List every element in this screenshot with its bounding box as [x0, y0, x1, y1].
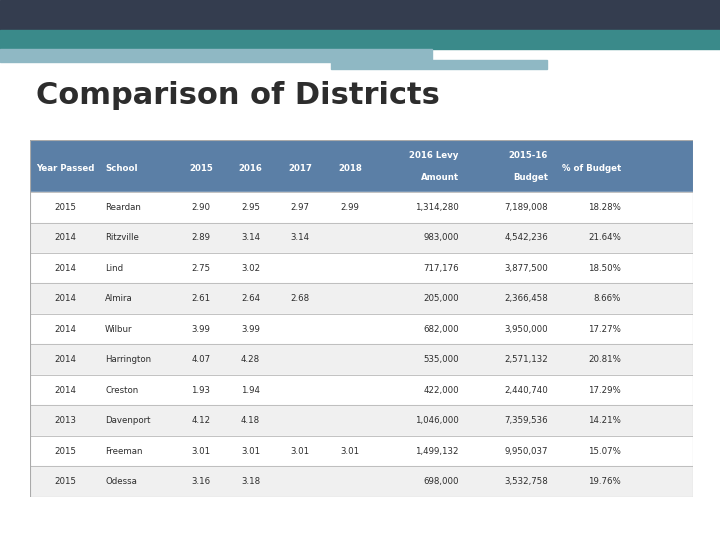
Text: Ritzville: Ritzville — [105, 233, 139, 242]
Text: 717,176: 717,176 — [423, 264, 459, 273]
Text: 2.75: 2.75 — [192, 264, 210, 273]
Text: 2016 Levy: 2016 Levy — [410, 151, 459, 160]
Text: 3,950,000: 3,950,000 — [505, 325, 548, 334]
Text: 1,314,280: 1,314,280 — [415, 203, 459, 212]
Bar — [30, 284, 693, 314]
Text: 2014: 2014 — [54, 294, 76, 303]
Text: Year Passed: Year Passed — [36, 164, 94, 173]
Text: 17.29%: 17.29% — [588, 386, 621, 395]
Text: 3,532,758: 3,532,758 — [505, 477, 548, 486]
Text: 1.93: 1.93 — [192, 386, 210, 395]
Text: 2.97: 2.97 — [291, 203, 310, 212]
Text: 2018: 2018 — [338, 164, 361, 173]
Text: 18.28%: 18.28% — [588, 203, 621, 212]
Text: 3.01: 3.01 — [341, 447, 359, 456]
Text: 4.28: 4.28 — [241, 355, 260, 364]
Text: 2015-16: 2015-16 — [509, 151, 548, 160]
Text: 205,000: 205,000 — [423, 294, 459, 303]
Text: 21.64%: 21.64% — [588, 233, 621, 242]
Text: 2015: 2015 — [54, 477, 76, 486]
Text: 4.07: 4.07 — [192, 355, 210, 364]
Text: Davenport: Davenport — [105, 416, 150, 425]
Bar — [30, 222, 693, 253]
Text: Creston: Creston — [105, 386, 138, 395]
Text: 2016: 2016 — [238, 164, 262, 173]
Bar — [30, 467, 693, 497]
Bar — [30, 192, 693, 222]
Text: 4,542,236: 4,542,236 — [505, 233, 548, 242]
Text: 7,189,008: 7,189,008 — [505, 203, 548, 212]
Text: 2.90: 2.90 — [192, 203, 210, 212]
Text: 3.14: 3.14 — [241, 233, 260, 242]
Text: Budget: Budget — [513, 173, 548, 182]
Bar — [30, 375, 693, 406]
Text: 2.68: 2.68 — [291, 294, 310, 303]
Text: 4.18: 4.18 — [241, 416, 260, 425]
Bar — [30, 140, 693, 192]
Bar — [30, 436, 693, 467]
Text: Amount: Amount — [420, 173, 459, 182]
Text: 983,000: 983,000 — [423, 233, 459, 242]
Bar — [30, 253, 693, 284]
Text: 2,571,132: 2,571,132 — [505, 355, 548, 364]
Text: 3.99: 3.99 — [241, 325, 260, 334]
Text: 2014: 2014 — [54, 264, 76, 273]
Bar — [30, 345, 693, 375]
Text: 3,877,500: 3,877,500 — [505, 264, 548, 273]
Text: 3.99: 3.99 — [192, 325, 210, 334]
Bar — [30, 406, 693, 436]
Text: 3.01: 3.01 — [192, 447, 210, 456]
Text: 2014: 2014 — [54, 325, 76, 334]
Text: 422,000: 422,000 — [423, 386, 459, 395]
Text: 2014: 2014 — [54, 355, 76, 364]
Text: 2015: 2015 — [54, 447, 76, 456]
Text: 698,000: 698,000 — [423, 477, 459, 486]
Text: 3.16: 3.16 — [192, 477, 210, 486]
Text: % of Budget: % of Budget — [562, 164, 621, 173]
Text: 14.21%: 14.21% — [588, 416, 621, 425]
Text: Reardan: Reardan — [105, 203, 141, 212]
Text: 2,440,740: 2,440,740 — [505, 386, 548, 395]
Text: Harrington: Harrington — [105, 355, 151, 364]
Text: 1,046,000: 1,046,000 — [415, 416, 459, 425]
Text: 2017: 2017 — [288, 164, 312, 173]
Text: 15.07%: 15.07% — [588, 447, 621, 456]
Text: School: School — [105, 164, 138, 173]
Text: 2,366,458: 2,366,458 — [505, 294, 548, 303]
Text: 2014: 2014 — [54, 386, 76, 395]
Text: 1,499,132: 1,499,132 — [415, 447, 459, 456]
Text: 18.50%: 18.50% — [588, 264, 621, 273]
Text: 535,000: 535,000 — [423, 355, 459, 364]
Text: 3.01: 3.01 — [241, 447, 260, 456]
Text: 2.89: 2.89 — [192, 233, 210, 242]
Text: 3.02: 3.02 — [241, 264, 260, 273]
Text: 1.94: 1.94 — [241, 386, 260, 395]
Text: 8.66%: 8.66% — [594, 294, 621, 303]
Text: 2.95: 2.95 — [241, 203, 260, 212]
Text: Comparison of Districts: Comparison of Districts — [36, 81, 440, 110]
Text: 7,359,536: 7,359,536 — [505, 416, 548, 425]
Text: 2.64: 2.64 — [241, 294, 260, 303]
Text: Lind: Lind — [105, 264, 123, 273]
Text: 20.81%: 20.81% — [588, 355, 621, 364]
Text: 17.27%: 17.27% — [588, 325, 621, 334]
Text: 3.14: 3.14 — [291, 233, 310, 242]
Text: Wilbur: Wilbur — [105, 325, 132, 334]
Text: Odessa: Odessa — [105, 477, 137, 486]
Text: 2015: 2015 — [54, 203, 76, 212]
Bar — [30, 314, 693, 345]
Text: Freeman: Freeman — [105, 447, 143, 456]
Text: 9,950,037: 9,950,037 — [505, 447, 548, 456]
Text: 2014: 2014 — [54, 233, 76, 242]
Text: 4.12: 4.12 — [192, 416, 210, 425]
Text: 682,000: 682,000 — [423, 325, 459, 334]
Text: 19.76%: 19.76% — [588, 477, 621, 486]
Text: 3.18: 3.18 — [241, 477, 260, 486]
Text: 2013: 2013 — [54, 416, 76, 425]
Text: 2.99: 2.99 — [341, 203, 359, 212]
Text: Almira: Almira — [105, 294, 133, 303]
Text: 2015: 2015 — [189, 164, 212, 173]
Text: 3.01: 3.01 — [291, 447, 310, 456]
Text: 2.61: 2.61 — [192, 294, 210, 303]
